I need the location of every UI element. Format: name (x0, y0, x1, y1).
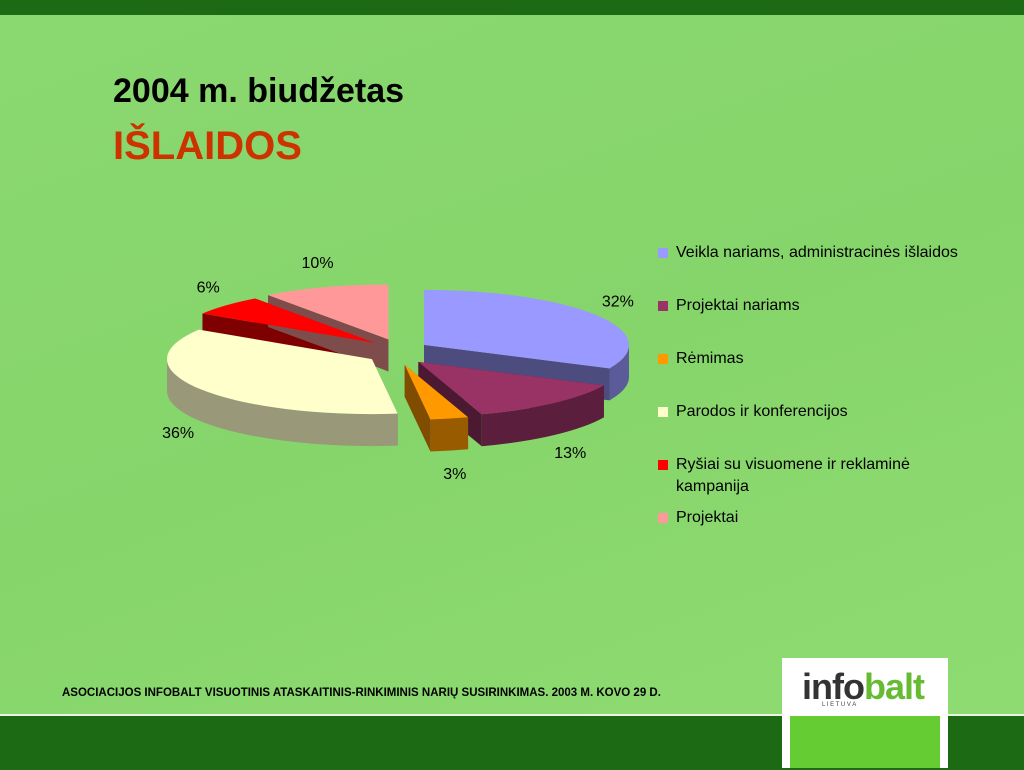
legend-item: Parodos ir konferencijos (658, 401, 958, 454)
subtitle: IŠLAIDOS (113, 124, 302, 168)
logo-block (790, 716, 940, 768)
legend-swatch (658, 301, 668, 311)
legend-swatch (658, 248, 668, 258)
data-label: 10% (302, 255, 334, 272)
pie-slice (267, 284, 389, 340)
legend-label: Veikla nariams, administracinės išlaidos (676, 244, 958, 261)
logo: infobalt L I E T U V A (782, 658, 948, 768)
legend-swatch (658, 460, 668, 470)
pie-slice (202, 298, 376, 343)
pie-slice (418, 361, 604, 415)
legend-swatch (658, 407, 668, 417)
data-label: 3% (443, 466, 466, 483)
pie-slice (166, 329, 398, 415)
legend-label: Ryšiai su visuomene ir reklaminė kampani… (676, 456, 910, 495)
title: 2004 m. biudžetas (113, 72, 405, 110)
pie-slice (404, 364, 469, 420)
legend-label: Parodos ir konferencijos (676, 403, 848, 420)
data-label: 32% (602, 293, 634, 310)
logo-name: infobalt (802, 666, 925, 708)
legend-label: Projektai nariams (676, 297, 800, 314)
logo-balt: balt (863, 666, 925, 707)
legend-item: Veikla nariams, administracinės išlaidos (658, 242, 958, 295)
legend-label: Projektai (676, 509, 739, 526)
slice-wall (609, 344, 630, 401)
legend: Veikla nariams, administracinės išlaidos… (658, 242, 958, 560)
logo-info: info (802, 666, 865, 707)
legend-item: Rėmimas (658, 348, 958, 401)
data-label: 6% (197, 280, 220, 297)
data-label: 36% (162, 425, 194, 442)
pie-slice (424, 289, 630, 369)
logo-tagline: L I E T U V A (822, 702, 857, 708)
footer: ASOCIACIJOS INFOBALT VISUOTINIS ATASKAIT… (62, 687, 661, 699)
legend-item: Projektai nariams (658, 295, 958, 348)
top-bar (0, 0, 1024, 15)
slice-wall (481, 385, 604, 447)
legend-item: Projektai (658, 507, 958, 560)
legend-item: Ryšiai su visuomene ir reklaminė kampani… (658, 454, 958, 507)
legend-label: Rėmimas (676, 350, 744, 367)
slice-wall (430, 417, 469, 452)
legend-swatch (658, 513, 668, 523)
data-label: 13% (554, 445, 586, 462)
legend-swatch (658, 354, 668, 364)
slice-side (404, 364, 431, 452)
slice-wall (166, 359, 398, 447)
